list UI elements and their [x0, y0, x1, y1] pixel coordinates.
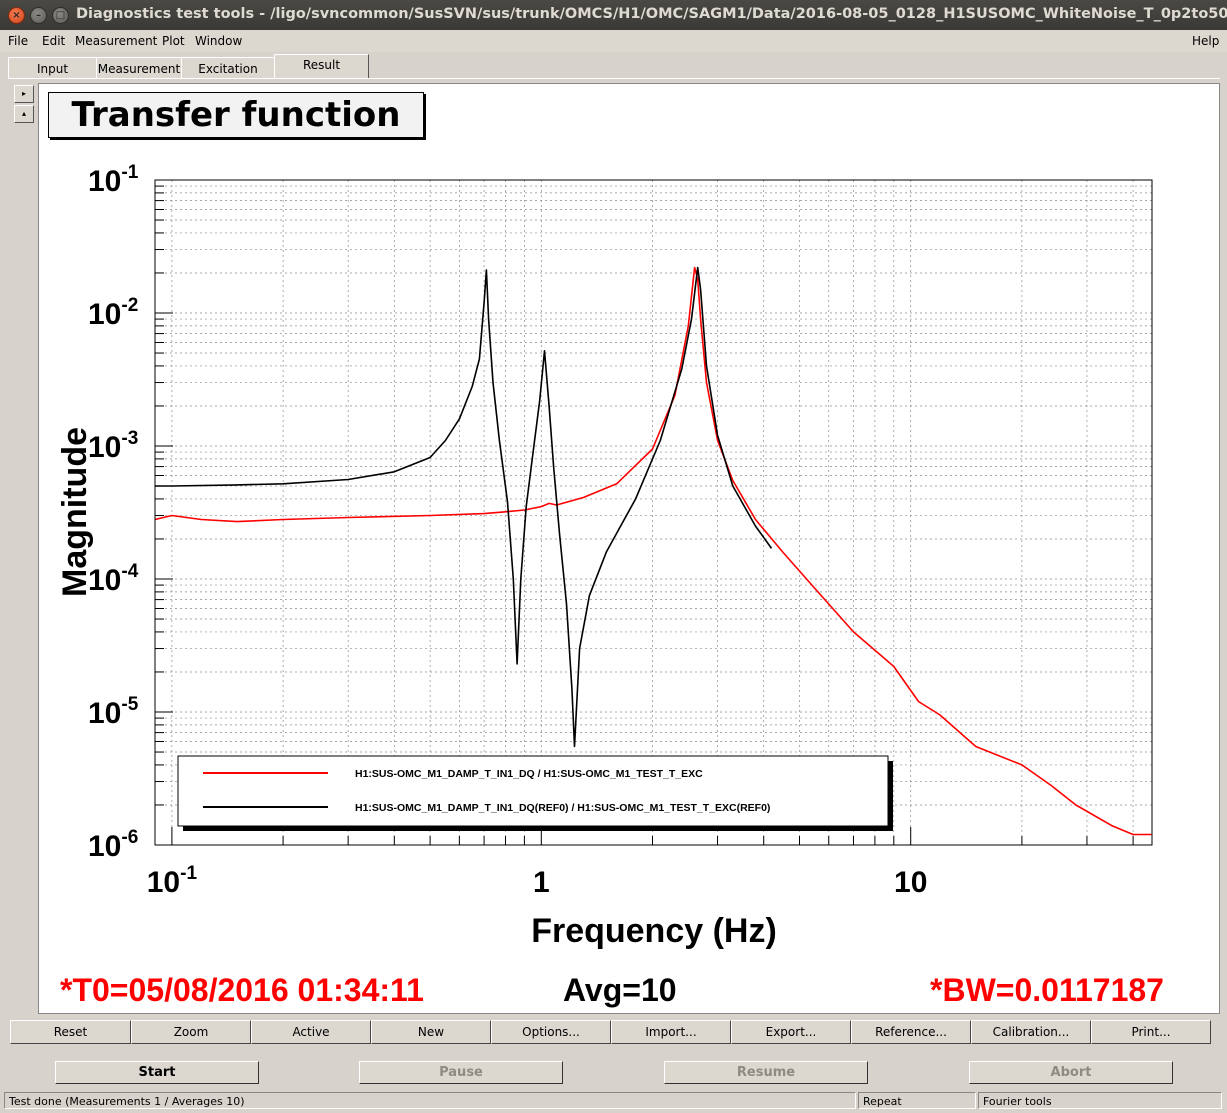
series-line-black [155, 266, 773, 748]
bw-readout: *BW=0.0117187 [930, 972, 1164, 1008]
tab-measurement[interactable]: Measurement [96, 57, 182, 78]
minimize-icon: – [36, 10, 41, 21]
print-button[interactable]: Print... [1091, 1020, 1211, 1044]
import-button[interactable]: Import... [611, 1020, 731, 1044]
menu-file[interactable]: File [8, 34, 29, 48]
y-axis-label: Magnitude [56, 427, 94, 597]
legend-label-red: H1:SUS-OMC_M1_DAMP_T_IN1_DQ / H1:SUS-OMC… [355, 768, 703, 780]
tab-input[interactable]: Input [8, 57, 97, 78]
legend-box [177, 755, 889, 827]
window-title: Diagnostics test tools - /ligo/svncommon… [76, 6, 1227, 22]
zoom-button[interactable]: Zoom [131, 1020, 251, 1044]
menubar: File Edit Measurement Plot Window Help [0, 30, 1227, 52]
menu-measurement[interactable]: Measurement [75, 34, 158, 48]
collapse-arrow-button[interactable]: ▴ [14, 105, 34, 123]
series-line-red [154, 266, 1152, 836]
export-button[interactable]: Export... [731, 1020, 851, 1044]
pause-button[interactable]: Pause [359, 1061, 563, 1084]
y-tick-label: 10-4 [88, 561, 139, 597]
reference-button[interactable]: Reference... [851, 1020, 971, 1044]
y-tick-label: 10-2 [88, 295, 138, 331]
plot-title: Transfer function [48, 92, 424, 138]
reset-button[interactable]: Reset [10, 1020, 131, 1044]
resume-button[interactable]: Resume [664, 1061, 868, 1084]
window-titlebar: × – □ Diagnostics test tools - /ligo/svn… [0, 0, 1227, 30]
status-tool: Fourier tools [978, 1092, 1222, 1109]
legend[interactable]: H1:SUS-OMC_M1_DAMP_T_IN1_DQ / H1:SUS-OMC… [177, 755, 893, 831]
options-button[interactable]: Options... [491, 1020, 611, 1044]
status-mode: Repeat [858, 1092, 976, 1109]
menu-window[interactable]: Window [195, 34, 243, 48]
plot-frame [154, 179, 1153, 846]
x-tick-label: 10 [894, 866, 927, 899]
y-tick-label: 10-1 [88, 162, 139, 198]
x-tick-label: 1 [533, 866, 550, 899]
x-tick-label: 10-1 [147, 863, 198, 899]
maximize-icon: □ [55, 10, 66, 21]
calibration-button[interactable]: Calibration... [971, 1020, 1091, 1044]
window-minimize-button[interactable]: – [30, 7, 47, 24]
menu-plot[interactable]: Plot [162, 34, 185, 48]
active-button[interactable]: Active [251, 1020, 371, 1044]
plot-toolbar: Reset Zoom Active New Options... Import.… [10, 1020, 1222, 1044]
new-button[interactable]: New [371, 1020, 491, 1044]
tab-result[interactable]: Result [274, 54, 369, 78]
close-icon: × [12, 10, 21, 21]
avg-readout: Avg=10 [563, 972, 677, 1008]
abort-button[interactable]: Abort [969, 1061, 1173, 1084]
y-tick-label: 10-3 [88, 428, 138, 464]
tab-excitation[interactable]: Excitation [181, 57, 275, 78]
legend-label-black: H1:SUS-OMC_M1_DAMP_T_IN1_DQ(REF0) / H1:S… [355, 802, 770, 814]
plot-area [155, 180, 1152, 845]
menu-help[interactable]: Help [1192, 34, 1220, 48]
status-message: Test done (Measurements 1 / Averages 10) [4, 1092, 856, 1109]
start-button[interactable]: Start [55, 1061, 259, 1084]
y-tick-label: 10-6 [88, 827, 138, 863]
t0-readout: *T0=05/08/2016 01:34:11 [60, 972, 424, 1008]
tick-labels: 10-1 1 10 10-1 10-2 10-3 10-4 10-5 10-6 [88, 162, 927, 899]
status-bar: Test done (Measurements 1 / Averages 10)… [0, 1090, 1227, 1113]
x-axis-label: Frequency (Hz) [531, 912, 777, 950]
expand-arrow-button[interactable]: ▸ [14, 85, 34, 103]
y-tick-label: 10-5 [88, 694, 139, 730]
tab-divider [8, 78, 1220, 79]
series-layer [154, 266, 1152, 836]
window-close-button[interactable]: × [8, 7, 25, 24]
menu-edit[interactable]: Edit [42, 34, 66, 48]
window-maximize-button[interactable]: □ [52, 7, 69, 24]
